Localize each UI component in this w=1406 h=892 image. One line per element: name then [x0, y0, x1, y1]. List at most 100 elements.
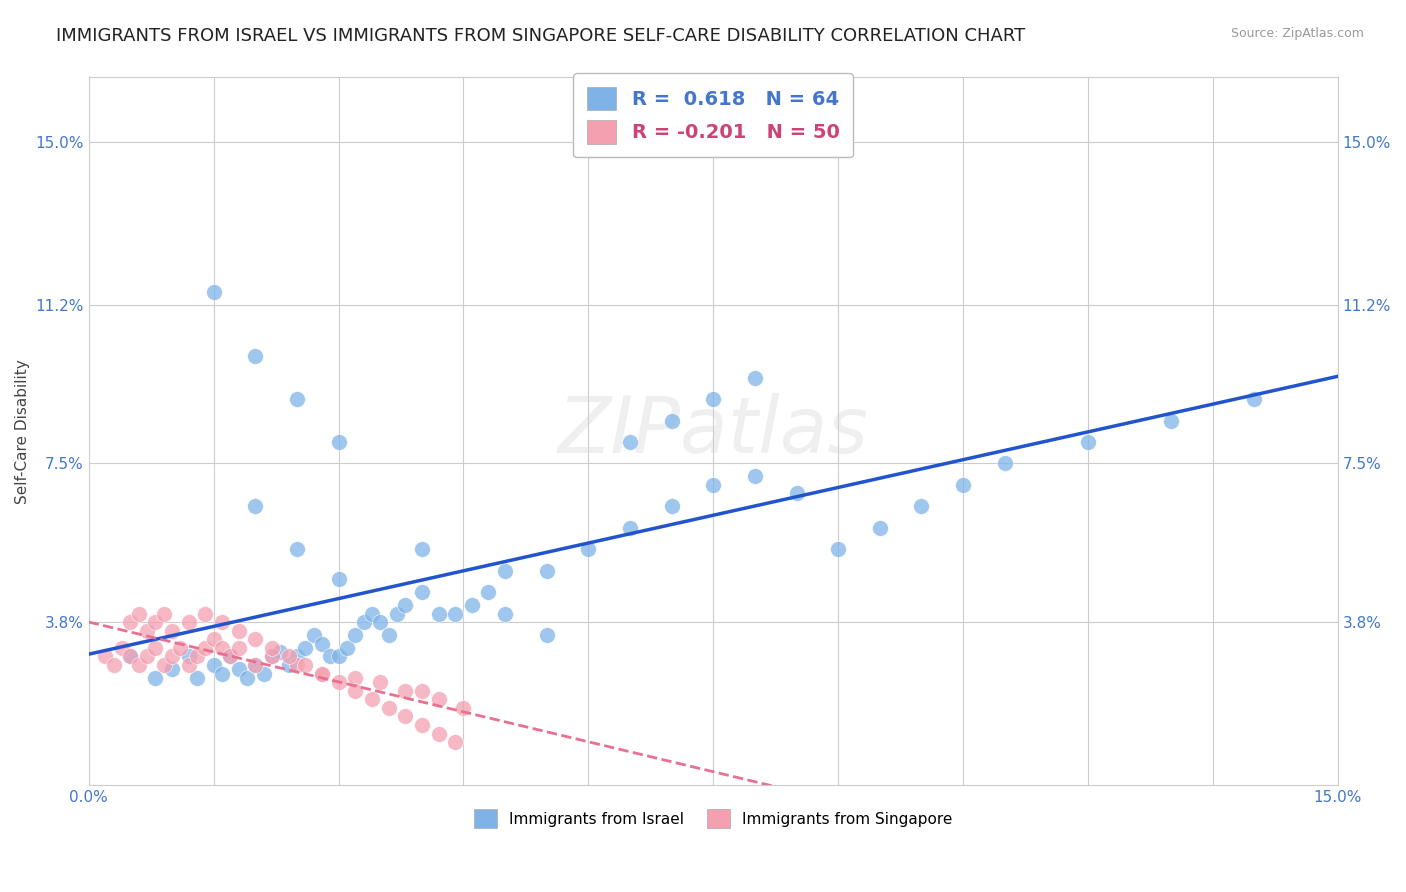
Point	[311, 636, 333, 650]
Point	[344, 628, 367, 642]
Point	[394, 683, 416, 698]
Point	[619, 521, 641, 535]
Point	[152, 658, 174, 673]
Point	[576, 542, 599, 557]
Point	[910, 500, 932, 514]
Point	[328, 572, 350, 586]
Point	[111, 640, 134, 655]
Point	[228, 640, 250, 655]
Point	[328, 435, 350, 450]
Point	[427, 726, 450, 740]
Point	[285, 658, 308, 673]
Point	[103, 658, 125, 673]
Point	[160, 624, 183, 638]
Point	[619, 435, 641, 450]
Point	[260, 640, 283, 655]
Point	[128, 607, 150, 621]
Point	[494, 564, 516, 578]
Point	[94, 649, 117, 664]
Point	[427, 607, 450, 621]
Point	[211, 640, 233, 655]
Point	[302, 628, 325, 642]
Point	[311, 666, 333, 681]
Point	[411, 683, 433, 698]
Point	[411, 542, 433, 557]
Point	[394, 598, 416, 612]
Point	[177, 658, 200, 673]
Point	[211, 615, 233, 629]
Point	[285, 649, 308, 664]
Point	[377, 628, 399, 642]
Point	[385, 607, 408, 621]
Point	[136, 649, 159, 664]
Point	[228, 662, 250, 676]
Point	[1243, 392, 1265, 406]
Point	[328, 649, 350, 664]
Point	[661, 413, 683, 427]
Point	[152, 607, 174, 621]
Point	[236, 671, 259, 685]
Point	[1160, 413, 1182, 427]
Point	[336, 640, 359, 655]
Point	[294, 640, 316, 655]
Point	[228, 624, 250, 638]
Point	[952, 478, 974, 492]
Point	[344, 671, 367, 685]
Legend: Immigrants from Israel, Immigrants from Singapore: Immigrants from Israel, Immigrants from …	[468, 803, 959, 834]
Point	[245, 658, 267, 673]
Point	[269, 645, 291, 659]
Point	[136, 624, 159, 638]
Point	[194, 607, 217, 621]
Point	[394, 709, 416, 723]
Point	[186, 649, 208, 664]
Text: IMMIGRANTS FROM ISRAEL VS IMMIGRANTS FROM SINGAPORE SELF-CARE DISABILITY CORRELA: IMMIGRANTS FROM ISRAEL VS IMMIGRANTS FRO…	[56, 27, 1025, 45]
Point	[245, 658, 267, 673]
Point	[160, 662, 183, 676]
Point	[202, 632, 225, 647]
Point	[827, 542, 849, 557]
Point	[786, 486, 808, 500]
Point	[444, 735, 467, 749]
Text: ZIPatlas: ZIPatlas	[558, 393, 869, 469]
Point	[411, 718, 433, 732]
Point	[194, 640, 217, 655]
Point	[253, 666, 276, 681]
Point	[186, 671, 208, 685]
Point	[427, 692, 450, 706]
Point	[120, 649, 142, 664]
Point	[994, 457, 1017, 471]
Point	[128, 658, 150, 673]
Point	[411, 585, 433, 599]
Point	[202, 658, 225, 673]
Point	[120, 615, 142, 629]
Point	[744, 469, 766, 483]
Point	[211, 666, 233, 681]
Point	[177, 649, 200, 664]
Point	[294, 658, 316, 673]
Point	[536, 564, 558, 578]
Point	[377, 701, 399, 715]
Point	[494, 607, 516, 621]
Y-axis label: Self-Care Disability: Self-Care Disability	[15, 359, 30, 504]
Point	[477, 585, 499, 599]
Point	[160, 649, 183, 664]
Point	[368, 615, 391, 629]
Point	[260, 649, 283, 664]
Point	[361, 607, 384, 621]
Point	[285, 392, 308, 406]
Point	[277, 649, 299, 664]
Point	[202, 285, 225, 299]
Point	[260, 649, 283, 664]
Point	[245, 500, 267, 514]
Point	[353, 615, 375, 629]
Point	[869, 521, 891, 535]
Point	[461, 598, 484, 612]
Point	[444, 607, 467, 621]
Point	[1077, 435, 1099, 450]
Point	[219, 649, 242, 664]
Point	[177, 615, 200, 629]
Point	[145, 640, 167, 655]
Point	[702, 478, 724, 492]
Point	[145, 615, 167, 629]
Point	[319, 649, 342, 664]
